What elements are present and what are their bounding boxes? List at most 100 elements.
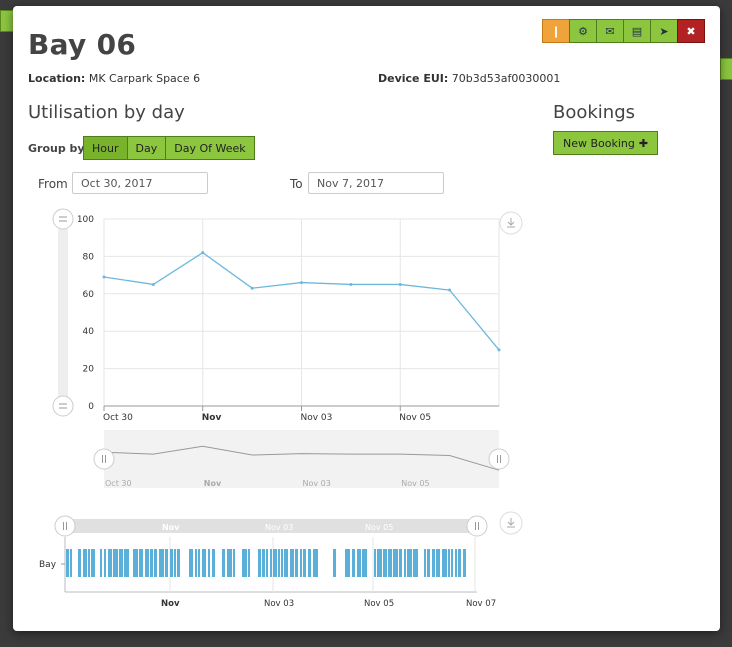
- utilisation-heading: Utilisation by day: [28, 102, 185, 123]
- navigator-tick-label: Nov 05: [401, 479, 429, 488]
- occupancy-bar: [198, 549, 200, 577]
- modal-toolbar: ❙ ⚙ ✉ ▤ ➤ ✖: [542, 19, 705, 43]
- location-info: Location: MK Carpark Space 6: [28, 72, 200, 85]
- occupancy-bar: [281, 549, 283, 577]
- page-title: Bay 06: [28, 28, 137, 61]
- utilisation-data-point: [102, 275, 106, 279]
- occupancy-bar: [139, 549, 143, 577]
- occupancy-bar: [308, 549, 311, 577]
- background-button-right: [720, 58, 732, 80]
- occupancy-bar: [242, 549, 247, 577]
- bar-chart-button[interactable]: ❙: [542, 19, 570, 43]
- utilisation-data-point: [151, 282, 155, 286]
- occupancy-bar: [108, 549, 112, 577]
- utilisation-line-chart: 0 20 40 60 80 100 Oct 30 Nov Nov 03 Nov 05: [77, 215, 501, 423]
- occupancy-bar: [383, 549, 387, 577]
- navigator-tick-label: Nov 03: [303, 479, 331, 488]
- group-by-hour-button[interactable]: Hour: [83, 136, 128, 160]
- occupancy-x-tick-label: Nov 07: [466, 599, 496, 609]
- group-by-day-button[interactable]: Day: [126, 136, 167, 160]
- navigator-series-line: [103, 445, 500, 471]
- occupancy-bar: [159, 549, 164, 577]
- y-range-bottom-handle[interactable]: [52, 395, 74, 417]
- from-date-input[interactable]: Oct 30, 2017: [72, 172, 208, 194]
- occupancy-bar: [145, 549, 149, 577]
- navigator-right-handle[interactable]: [488, 448, 510, 470]
- occupancy-left-handle[interactable]: [54, 515, 76, 537]
- occupancy-bar: [104, 549, 106, 577]
- group-by-day-of-week-button[interactable]: Day Of Week: [165, 136, 255, 160]
- occupancy-bar: [284, 549, 288, 577]
- occupancy-bar: [413, 549, 418, 577]
- occupancy-bar: [273, 549, 277, 577]
- occupancy-bar: [66, 549, 69, 577]
- utilisation-data-point: [250, 286, 254, 290]
- occupancy-bar: [233, 549, 235, 577]
- y-tick-label: 80: [83, 252, 95, 262]
- x-tick-label: Nov: [202, 413, 222, 423]
- utilisation-data-point: [398, 282, 402, 286]
- occupancy-bar: [70, 549, 72, 577]
- occupancy-bar: [88, 549, 90, 577]
- gear-button[interactable]: ⚙: [569, 19, 597, 43]
- background-button-left: [0, 10, 14, 32]
- occupancy-right-handle[interactable]: [466, 515, 488, 537]
- occupancy-bar: [404, 549, 406, 577]
- plus-icon: ✚: [638, 136, 649, 150]
- occupancy-x-tick-label: Nov 03: [264, 599, 294, 609]
- utilisation-data-point: [448, 288, 452, 292]
- occupancy-bar: [150, 549, 153, 577]
- occupancy-bar: [177, 549, 180, 577]
- occupancy-bar: [448, 549, 450, 577]
- navigator-tick-label: Nov: [204, 479, 222, 488]
- document-icon: ▤: [631, 24, 643, 38]
- send-button[interactable]: ➤: [650, 19, 678, 43]
- bookings-heading: Bookings: [553, 102, 636, 123]
- occupancy-bar: [427, 549, 430, 577]
- device-info: Device EUI: 70b3d53af0030001: [378, 72, 560, 85]
- range-navigator[interactable]: Oct 30 Nov Nov 03 Nov 05: [93, 430, 510, 488]
- occupancy-scrollbar[interactable]: [65, 519, 477, 533]
- y-tick-label: 40: [83, 327, 95, 337]
- y-range-scrollbar-track[interactable]: [58, 214, 68, 409]
- from-label: From: [38, 177, 68, 191]
- occupancy-bar: [393, 549, 398, 577]
- occupancy-top-tick-label: Nov: [162, 523, 180, 532]
- occupancy-bar: [278, 549, 280, 577]
- occupancy-bar: [100, 549, 102, 577]
- utilisation-data-point: [201, 251, 205, 255]
- gear-icon: ⚙: [578, 24, 588, 38]
- utilisation-data-point: [349, 282, 353, 286]
- occupancy-bar: [451, 549, 453, 577]
- navigator-left-handle[interactable]: [93, 448, 115, 470]
- occupancy-bar: [295, 549, 298, 577]
- utilisation-data-point: [300, 281, 303, 285]
- occupancy-bar: [442, 549, 447, 577]
- occupancy-bar: [333, 549, 336, 577]
- to-date-input[interactable]: Nov 7, 2017: [308, 172, 444, 194]
- occupancy-bar: [357, 549, 361, 577]
- device-eui-value: 70b3d53af0030001: [451, 72, 561, 85]
- occupancy-bar: [374, 549, 376, 577]
- to-label: To: [290, 177, 303, 191]
- x-tick-label: Nov 03: [301, 413, 333, 423]
- location-label: Location:: [28, 72, 86, 85]
- occupancy-bar: [377, 549, 382, 577]
- occupancy-bar: [424, 549, 426, 577]
- group-by-buttons: Hour Day Day Of Week: [83, 136, 255, 160]
- occupancy-bar: [208, 549, 210, 577]
- occupancy-bar: [388, 549, 392, 577]
- occupancy-bar: [212, 549, 215, 577]
- new-booking-button[interactable]: New Booking ✚: [553, 131, 659, 155]
- y-range-top-handle[interactable]: [52, 208, 74, 230]
- occupancy-bar: [362, 549, 367, 577]
- document-button[interactable]: ▤: [623, 19, 651, 43]
- occupancy-bar: [165, 549, 168, 577]
- occupancy-bar: [113, 549, 118, 577]
- occupancy-bar: [119, 549, 123, 577]
- occupancy-bar: [174, 549, 176, 577]
- y-tick-label: 20: [83, 365, 95, 375]
- close-button[interactable]: ✖: [677, 19, 705, 43]
- occupancy-bar: [345, 549, 350, 577]
